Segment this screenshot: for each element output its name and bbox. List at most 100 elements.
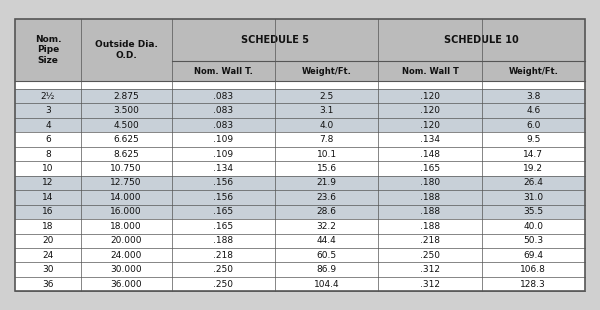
Bar <box>15 277 81 291</box>
Bar <box>15 61 81 81</box>
Text: 2½: 2½ <box>41 92 55 101</box>
Bar <box>275 233 378 248</box>
Text: 4.0: 4.0 <box>319 121 334 130</box>
Bar <box>482 118 585 132</box>
Text: 44.4: 44.4 <box>317 236 337 245</box>
Bar <box>172 205 275 219</box>
Bar <box>482 176 585 190</box>
Text: 32.2: 32.2 <box>317 222 337 231</box>
Text: .134: .134 <box>213 164 233 173</box>
Bar <box>15 132 81 147</box>
Text: 9.5: 9.5 <box>526 135 541 144</box>
Bar <box>172 263 275 277</box>
Bar <box>378 263 482 277</box>
Text: Outside Dia.
O.D.: Outside Dia. O.D. <box>95 40 158 60</box>
Text: 3.500: 3.500 <box>113 106 139 115</box>
Text: 15.6: 15.6 <box>317 164 337 173</box>
Text: .218: .218 <box>213 251 233 260</box>
Bar <box>15 19 585 291</box>
Text: SCHEDULE 10: SCHEDULE 10 <box>444 35 519 45</box>
Text: 20.000: 20.000 <box>110 236 142 245</box>
Text: .083: .083 <box>213 92 233 101</box>
Bar <box>378 190 482 205</box>
Bar <box>81 176 172 190</box>
Text: 86.9: 86.9 <box>317 265 337 274</box>
Bar <box>482 219 585 233</box>
Text: SCHEDULE 5: SCHEDULE 5 <box>241 35 309 45</box>
Text: 14: 14 <box>42 193 53 202</box>
Bar <box>275 277 378 291</box>
Text: .188: .188 <box>420 222 440 231</box>
Text: 19.2: 19.2 <box>523 164 544 173</box>
Text: 30: 30 <box>42 265 53 274</box>
Bar <box>172 118 275 132</box>
Bar <box>172 277 275 291</box>
Text: .134: .134 <box>420 135 440 144</box>
Bar <box>378 147 482 161</box>
Bar <box>378 61 482 81</box>
Bar <box>172 61 275 81</box>
Text: 2.5: 2.5 <box>319 92 334 101</box>
Text: 36: 36 <box>42 280 53 289</box>
Bar <box>15 248 81 263</box>
Text: 60.5: 60.5 <box>317 251 337 260</box>
Text: 30.000: 30.000 <box>110 265 142 274</box>
Bar <box>482 233 585 248</box>
Bar <box>172 19 378 61</box>
Text: 6.0: 6.0 <box>526 121 541 130</box>
Bar <box>81 104 172 118</box>
Text: .156: .156 <box>213 179 233 188</box>
Bar <box>378 161 482 176</box>
Bar <box>378 248 482 263</box>
Text: .180: .180 <box>420 179 440 188</box>
Bar <box>172 190 275 205</box>
Text: .120: .120 <box>420 92 440 101</box>
Text: 18: 18 <box>42 222 53 231</box>
Text: 104.4: 104.4 <box>314 280 340 289</box>
Bar <box>378 104 482 118</box>
Bar <box>81 89 172 104</box>
Text: 10.1: 10.1 <box>317 149 337 158</box>
Bar <box>81 233 172 248</box>
Text: 24.000: 24.000 <box>110 251 142 260</box>
Text: .165: .165 <box>420 164 440 173</box>
Bar <box>15 176 81 190</box>
Text: 23.6: 23.6 <box>317 193 337 202</box>
Bar <box>172 219 275 233</box>
Bar <box>15 219 81 233</box>
Text: 4.6: 4.6 <box>526 106 541 115</box>
Bar <box>378 233 482 248</box>
Bar <box>81 205 172 219</box>
Text: .083: .083 <box>213 106 233 115</box>
Bar <box>378 205 482 219</box>
Bar <box>81 61 172 81</box>
Text: 4: 4 <box>45 121 50 130</box>
Bar <box>15 147 81 161</box>
Text: 3: 3 <box>45 106 51 115</box>
Bar <box>482 104 585 118</box>
Text: 10: 10 <box>42 164 53 173</box>
Text: 50.3: 50.3 <box>523 236 544 245</box>
Bar <box>482 190 585 205</box>
Text: 6.625: 6.625 <box>113 135 139 144</box>
Bar <box>81 19 172 81</box>
Text: 3.8: 3.8 <box>526 92 541 101</box>
Text: 128.3: 128.3 <box>520 280 546 289</box>
Text: 14.7: 14.7 <box>523 149 544 158</box>
Bar <box>172 248 275 263</box>
Bar <box>15 190 81 205</box>
Text: .250: .250 <box>420 251 440 260</box>
Text: .083: .083 <box>213 121 233 130</box>
Bar <box>275 147 378 161</box>
Bar <box>81 161 172 176</box>
Bar <box>172 176 275 190</box>
Bar <box>81 132 172 147</box>
Text: 69.4: 69.4 <box>523 251 544 260</box>
Bar <box>15 89 81 104</box>
Bar <box>275 161 378 176</box>
Text: 21.9: 21.9 <box>317 179 337 188</box>
Bar <box>15 118 81 132</box>
Text: 35.5: 35.5 <box>523 207 544 216</box>
Bar <box>275 104 378 118</box>
Bar <box>378 176 482 190</box>
